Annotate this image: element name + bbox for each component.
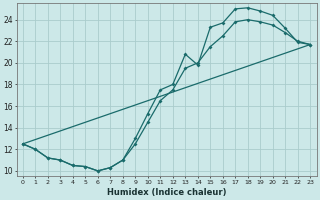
X-axis label: Humidex (Indice chaleur): Humidex (Indice chaleur) (107, 188, 226, 197)
